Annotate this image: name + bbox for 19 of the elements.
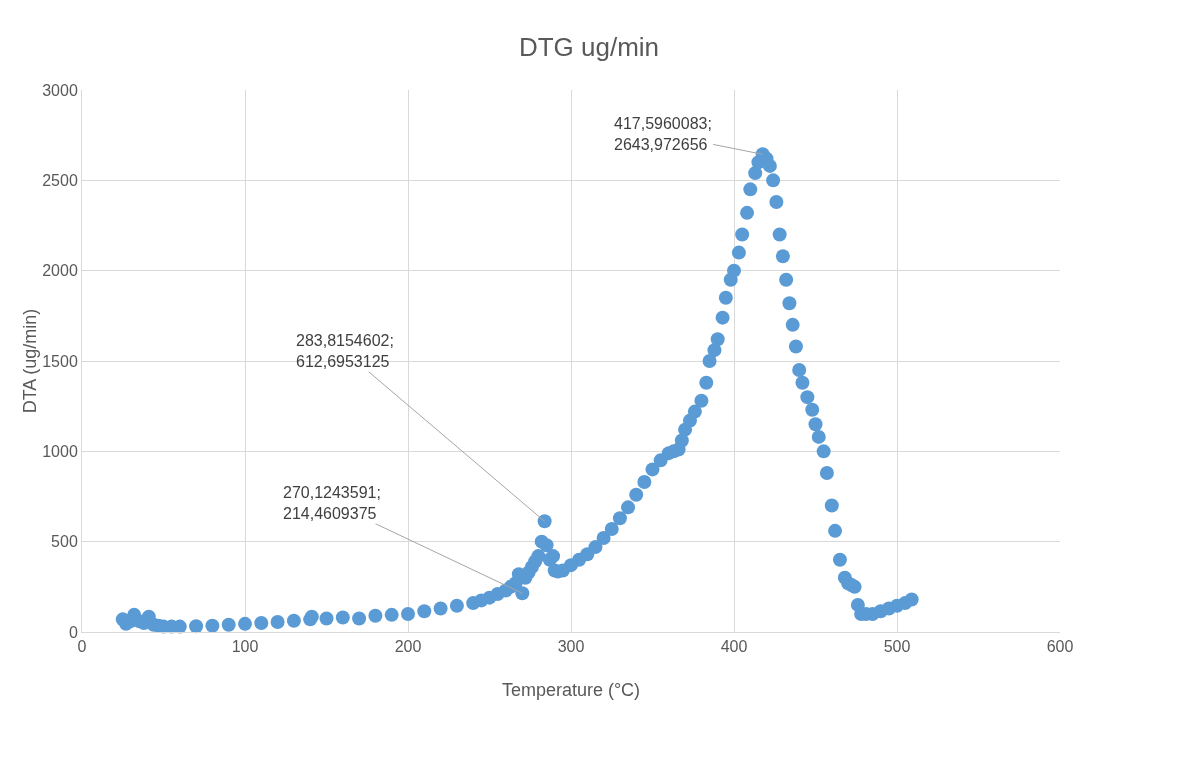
y-tick-label: 3000: [42, 81, 78, 99]
y-tick-label: 2000: [42, 262, 78, 280]
x-tick-label: 500: [883, 638, 911, 656]
y-tick-label: 1000: [42, 442, 78, 460]
x-tick-label: 300: [557, 638, 585, 656]
x-tick-label: 200: [394, 638, 422, 656]
y-tick-label: 2500: [42, 171, 78, 189]
x-axis-title: Temperature (°C): [501, 680, 641, 700]
x-tick-label: 600: [1046, 638, 1074, 656]
annotation: 283,8154602; 612,6953125: [296, 332, 394, 370]
x-tick-label: 100: [231, 638, 259, 656]
x-tick-label: 400: [720, 638, 748, 656]
y-axis-title: DTA (ug/min): [20, 308, 40, 414]
y-tick-label: 0: [68, 623, 78, 641]
annotation: 417,5960083; 2643,972656: [614, 115, 712, 153]
y-tick-label: 500: [51, 533, 78, 551]
annotation: 270,1243591; 214,4609375: [283, 484, 381, 522]
y-tick-label: 1500: [42, 352, 78, 370]
chart-title: DTG ug/min: [518, 32, 660, 63]
